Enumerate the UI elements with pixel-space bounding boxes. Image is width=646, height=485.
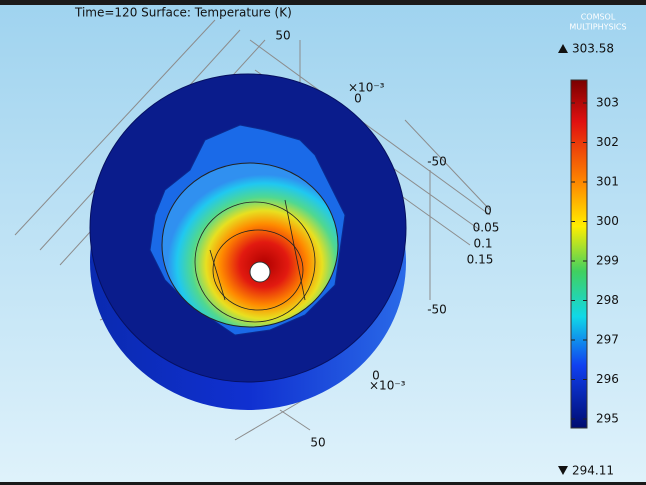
page: {"header": {"title": "Time=120 Surface: … bbox=[0, 0, 646, 485]
colorbar-tick-label: 297 bbox=[596, 333, 619, 347]
colorbar-tick-label: 295 bbox=[596, 412, 619, 426]
axis-label: 0 bbox=[484, 204, 492, 218]
axis-label: 0.1 bbox=[473, 237, 492, 251]
top-edge bbox=[0, 0, 646, 5]
colorbar bbox=[571, 80, 587, 428]
title: Time=120 Surface: Temperature (K) bbox=[74, 6, 292, 20]
center-hole bbox=[250, 262, 270, 282]
colorbar-max: 303.58 bbox=[572, 42, 614, 56]
axis-label: 50 bbox=[275, 29, 290, 43]
heated-core bbox=[162, 163, 338, 327]
axis-multiplier: ×10⁻³ bbox=[369, 379, 406, 393]
colorbar-tick-label: 300 bbox=[596, 214, 619, 228]
logo-line: COMSOL bbox=[581, 13, 616, 22]
axis-label: 0 bbox=[354, 92, 362, 106]
colorbar-tick-label: 299 bbox=[596, 254, 619, 268]
colorbar-tick-label: 296 bbox=[596, 372, 619, 386]
viewport: Time=120 Surface: Temperature (K) COMSOL… bbox=[0, 0, 646, 485]
colorbar-tick-label: 302 bbox=[596, 135, 619, 149]
axis-label: -50 bbox=[427, 303, 447, 317]
colorbar-tick-label: 301 bbox=[596, 175, 619, 189]
axis-label: 0.05 bbox=[473, 221, 500, 235]
axis-label: 0.15 bbox=[467, 253, 494, 267]
logo-line: MULTIPHYSICS bbox=[569, 23, 626, 32]
axis-label: 50 bbox=[310, 436, 325, 450]
axis-label: -50 bbox=[427, 155, 447, 169]
colorbar-tick-label: 298 bbox=[596, 293, 619, 307]
colorbar-tick-label: 303 bbox=[596, 96, 619, 110]
colorbar-min: 294.11 bbox=[572, 464, 614, 478]
